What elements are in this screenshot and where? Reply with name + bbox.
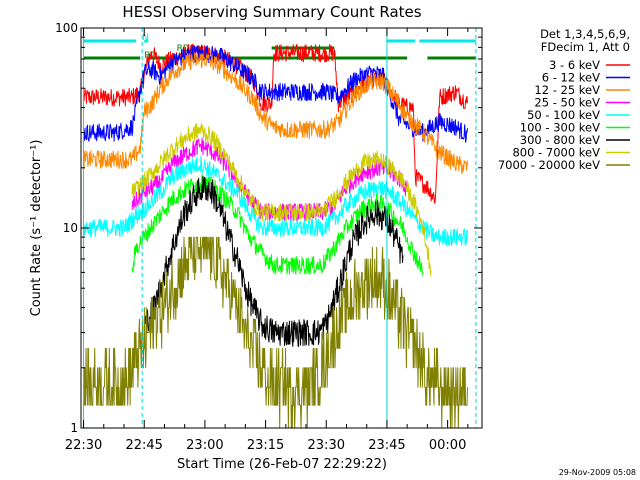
- x-tick-label-2: 23:00: [186, 438, 223, 453]
- legend: Det 1,3,4,5,6,9,FDecim 1, Att 0 3 - 6 keV…: [498, 27, 630, 172]
- y-tick-label-1: 10: [63, 221, 78, 235]
- flag-label-rd0: RD0: [177, 44, 196, 54]
- legend-label-2: 12 - 25 keV: [534, 83, 600, 97]
- series-1-line: [83, 45, 468, 143]
- series-3-line: [131, 137, 408, 222]
- y-axis-ticks: 1 10 100: [55, 21, 482, 435]
- series-7-line: [131, 123, 432, 277]
- x-tick-label-6: 00:00: [429, 438, 466, 453]
- x-tick-label-3: 23:15: [247, 438, 284, 453]
- flag-label-n: N: [142, 33, 149, 43]
- legend-header-0: Det 1,3,4,5,6,9,: [540, 27, 630, 41]
- legend-label-5: 100 - 300 keV: [520, 121, 600, 135]
- x-tick-label-4: 23:30: [308, 438, 345, 453]
- y-tick-label-0: 1: [70, 421, 78, 435]
- series-2-line: [83, 52, 468, 174]
- x-axis-ticks: 22:30 22:45 23:00 23:15 23:30 23:45 00:00: [65, 28, 469, 453]
- series-4-line: [83, 155, 468, 247]
- legend-label-6: 300 - 800 keV: [520, 133, 600, 147]
- legend-label-3: 25 - 50 keV: [534, 96, 600, 110]
- y-axis-label: Count Rate (s⁻¹ detector⁻¹): [29, 140, 44, 317]
- x-axis-label: Start Time (26-Feb-07 22:29:22): [177, 457, 387, 472]
- legend-label-8: 7000 - 20000 keV: [498, 158, 600, 172]
- legend-label-1: 6 - 12 keV: [542, 71, 600, 85]
- footer-timestamp: 29-Nov-2009 05:08: [559, 468, 636, 477]
- x-tick-label-5: 23:45: [368, 438, 405, 453]
- series-5-line: [131, 173, 424, 276]
- legend-header-1: FDecim 1, Att 0: [541, 40, 630, 54]
- legend-label-4: 50 - 100 keV: [527, 108, 600, 122]
- series-8-line: [83, 236, 468, 429]
- legend-label-0: 3 - 6 keV: [549, 58, 600, 72]
- legend-label-7: 800 - 7000 keV: [512, 146, 600, 160]
- series-6-line: [143, 175, 404, 347]
- x-tick-label-0: 22:30: [65, 438, 102, 453]
- series-layer: [83, 43, 468, 429]
- x-tick-label-1: 22:45: [125, 438, 162, 453]
- chart-title: HESSI Observing Summary Count Rates: [122, 3, 421, 21]
- y-tick-label-2: 100: [55, 21, 78, 35]
